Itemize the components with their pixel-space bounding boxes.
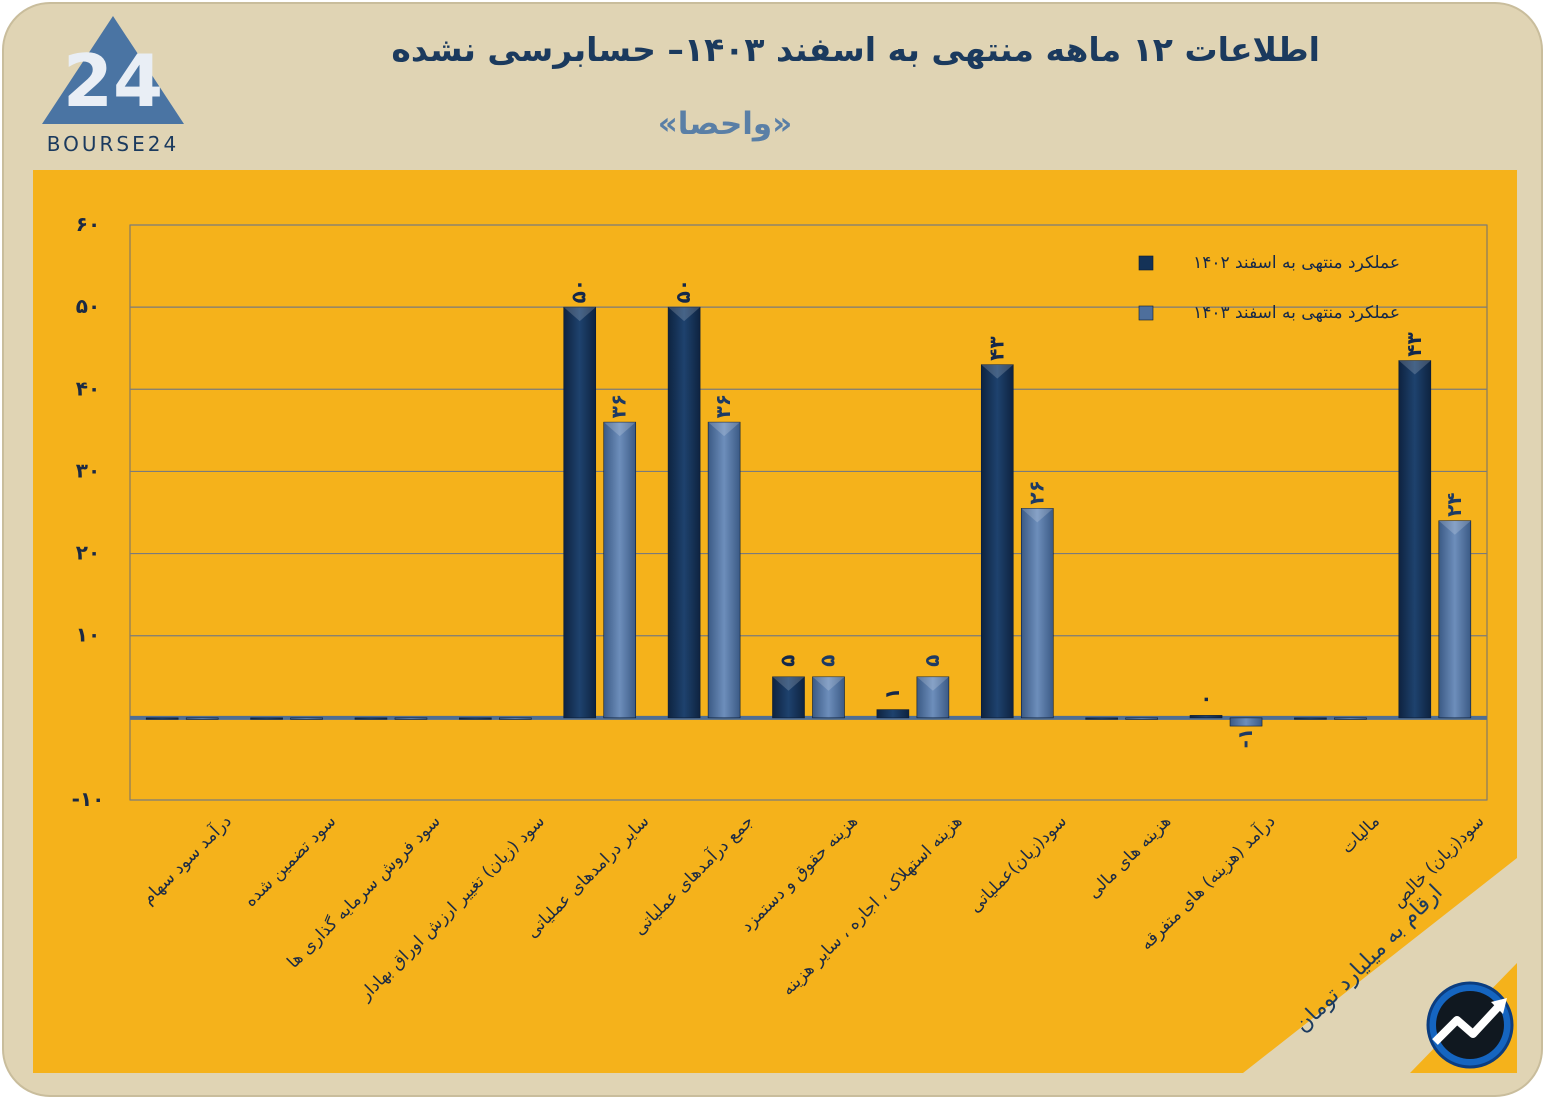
legend-swatch (1138, 255, 1154, 271)
bar-bevel (981, 364, 1014, 379)
bar-1403 (707, 421, 741, 719)
bar-1403 (812, 676, 845, 719)
bar-1403 (185, 717, 219, 720)
bar-1403 (1229, 717, 1263, 727)
bar-bevel (603, 422, 636, 437)
data-label: ۳۶ (607, 394, 631, 418)
data-label: -۱ (1233, 728, 1257, 749)
y-tick-label: ۵۰ (76, 294, 100, 318)
bar-1402 (354, 717, 388, 720)
bar-1402 (250, 717, 283, 720)
category-label: سود(زیان)عملیاتی (965, 811, 1071, 917)
bar-bevel (772, 676, 805, 691)
legend-label: عملکرد منتهی به اسفند ۱۴۰۳ (1193, 303, 1400, 323)
plot-area (129, 224, 1488, 801)
data-label: ۵ (776, 655, 800, 667)
bar-bevel (812, 676, 845, 691)
data-label: ۰ (1193, 693, 1217, 705)
bar-1402 (667, 306, 701, 719)
data-label: ۵ (816, 655, 840, 667)
logo-triangle-icon: 24 (42, 16, 184, 124)
bar-bevel (563, 307, 596, 322)
bar-1402 (1398, 360, 1432, 719)
bar-1402 (876, 709, 910, 719)
bar-1403 (1020, 508, 1054, 719)
data-label: ۵۰ (671, 279, 695, 303)
category-label: سود(زیان) خالص (1388, 811, 1488, 911)
bar-1402 (980, 364, 1014, 719)
bourse24-logo: 24 BOURSE24 (38, 14, 188, 156)
data-label: ۲۶ (1024, 480, 1048, 504)
brand-trend-icon (1426, 981, 1514, 1069)
category-label: هزینه حقوق و دستمزد (737, 811, 862, 936)
y-tick-label: -۱۰ (72, 787, 105, 811)
bar-1403 (916, 676, 950, 719)
data-label: ۴۳ (1402, 332, 1426, 356)
bar-1403 (394, 717, 428, 720)
data-label: ۴۳ (984, 336, 1008, 360)
grid-lines (129, 224, 1488, 801)
bar-1402 (1085, 717, 1118, 720)
bar-bevel (1021, 508, 1054, 523)
data-label: ۲۴ (1442, 493, 1466, 517)
chart-title: اطلاعات ۱۲ ماهه منتهی به اسفند ۱۴۰۳– حسا… (391, 30, 1320, 69)
data-label: ۳۶ (711, 394, 735, 418)
y-tick-label: ۲۰ (76, 541, 100, 565)
bars: ۵۰ ۵۰ ۵ ۱ ۴۳ ۰ ۴۳ ۳۶ ۳۶ ۵ ۵ ۲۶ -۱ ۲۴ (145, 279, 1472, 749)
legend: عملکرد منتهی به اسفند ۱۴۰۲ عملکرد منتهی ب… (1138, 253, 1400, 323)
chart-subtitle: «واحصا» (657, 106, 793, 142)
category-label: سود (زیان) تغییر ارزش اوراق بهادار (355, 811, 549, 1005)
y-tick-label: ۴۰ (76, 376, 100, 400)
y-tick-label: ۶۰ (76, 212, 100, 236)
legend-swatch (1138, 305, 1154, 321)
data-label: ۵ (920, 655, 944, 667)
category-label: درآمد سود سهام (137, 810, 236, 909)
legend-label: عملکرد منتهی به اسفند ۱۴۰۲ (1193, 253, 1400, 273)
bar-1403 (1125, 717, 1158, 720)
bar-1403 (499, 717, 532, 720)
logo-mark: 24 (63, 39, 163, 123)
bar-bevel (916, 676, 949, 691)
bar-bevel (708, 422, 741, 437)
bar-bevel (1438, 520, 1471, 535)
y-tick-label: ۱۰ (76, 623, 100, 647)
bar-1403 (290, 717, 323, 720)
bar-bevel (668, 307, 701, 322)
bar-1403 (603, 421, 637, 719)
y-axis-ticks: ۶۰ ۵۰ ۴۰ ۳۰ ۲۰ ۱۰ -۱۰ (72, 212, 105, 811)
bar-bevel (1398, 360, 1431, 375)
bar-1402 (145, 717, 179, 720)
bar-1402 (1294, 717, 1327, 720)
category-label: مالیات (1337, 811, 1384, 858)
y-tick-label: ۳۰ (76, 458, 100, 482)
bar-1402 (772, 676, 805, 719)
bar-1402 (1189, 715, 1223, 719)
category-label: سود تضمین شده (241, 811, 341, 911)
data-label: ۱ (880, 688, 904, 700)
bar-1402 (563, 306, 597, 719)
bar-1403 (1334, 717, 1367, 720)
bar-1402 (459, 717, 492, 720)
category-label: هزینه استهلاک ، اجاره ، سایر هزینه (778, 811, 966, 999)
logo-text: BOURSE24 (46, 132, 180, 156)
category-label: هزینه های مالی (1084, 811, 1175, 902)
bar-1403 (1438, 520, 1472, 719)
data-label: ۵۰ (567, 279, 591, 303)
